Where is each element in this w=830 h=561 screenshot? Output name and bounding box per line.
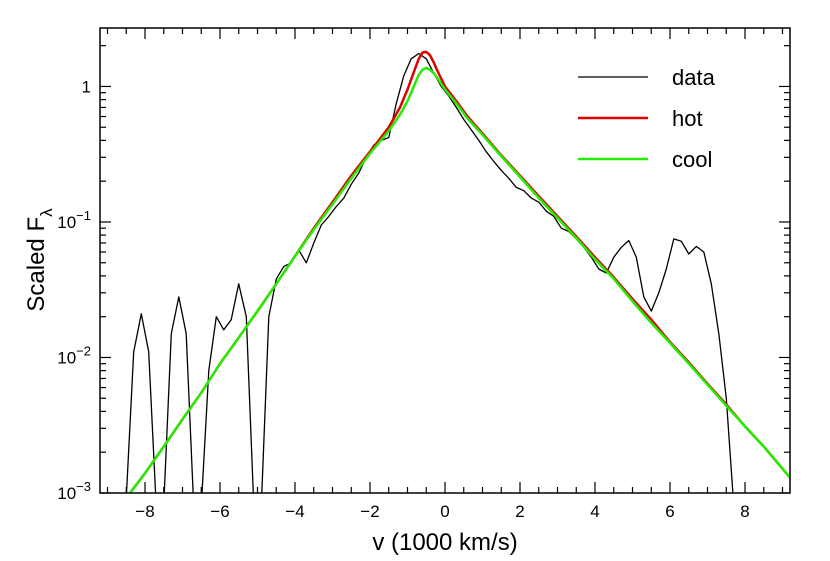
y-tick-label: 1 xyxy=(82,77,91,96)
x-tick-label: 6 xyxy=(665,502,674,521)
x-tick-label: −6 xyxy=(210,502,229,521)
x-tick-label: 4 xyxy=(590,502,599,521)
y-tick-exponent: −3 xyxy=(76,479,91,494)
x-axis-label: v (1000 km/s) xyxy=(372,529,517,556)
x-tick-label: 0 xyxy=(440,502,449,521)
x-tick-label: −2 xyxy=(360,502,379,521)
legend: data hot cool xyxy=(578,65,716,172)
y-tick-base: 10 xyxy=(57,348,76,367)
y-tick-exponent: −1 xyxy=(76,208,91,223)
svg-text:Scaled Fλ: Scaled Fλ xyxy=(23,208,56,312)
series-line-cool xyxy=(129,66,790,493)
x-tick-label: −4 xyxy=(285,502,304,521)
y-axis-label-subscript: λ xyxy=(37,208,56,217)
y-axis-label: Scaled Fλ xyxy=(23,208,56,312)
y-tick-base: 10 xyxy=(57,484,76,503)
legend-label-data: data xyxy=(672,65,716,90)
plot-frame xyxy=(99,27,791,494)
y-tick-labels: 110−110−210−3 xyxy=(57,77,91,503)
y-axis-label-main: Scaled F xyxy=(23,217,50,312)
y-tick-base: 1 xyxy=(82,77,91,96)
legend-label-cool: cool xyxy=(672,147,712,172)
legend-label-hot: hot xyxy=(672,106,703,131)
x-tick-labels: −8 −6 −4 −2 0 2 4 6 8 xyxy=(135,502,749,521)
y-tick-base: 10 xyxy=(57,213,76,232)
y-tick-label: 10−2 xyxy=(57,343,91,367)
y-tick-exponent: −2 xyxy=(76,343,91,358)
x-tick-label: 2 xyxy=(515,502,524,521)
axis-ticks xyxy=(100,28,790,494)
series-layer xyxy=(125,50,790,493)
y-tick-label: 10−3 xyxy=(57,479,91,503)
series-clip-group xyxy=(125,50,790,493)
y-tick-label: 10−1 xyxy=(57,208,91,232)
x-tick-label: 8 xyxy=(740,502,749,521)
x-tick-label: −8 xyxy=(135,502,154,521)
